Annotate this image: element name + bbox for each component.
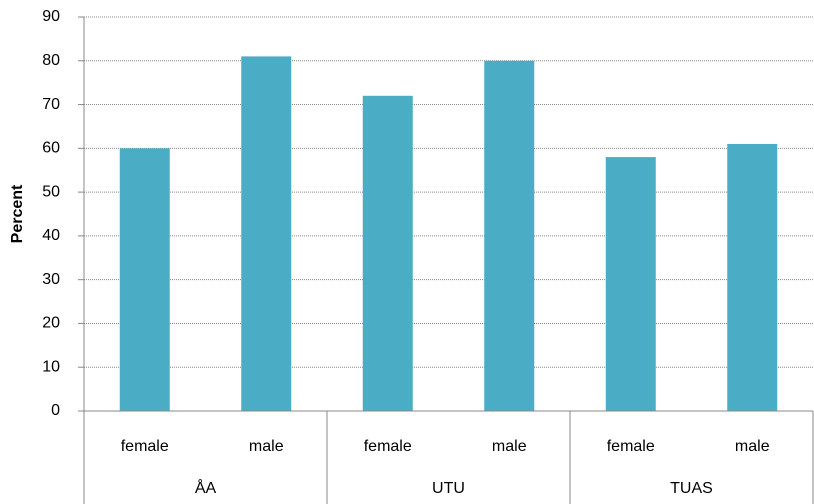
- bar: [605, 157, 656, 411]
- y-tick-label: 40: [42, 227, 60, 244]
- y-tick-label: 20: [42, 315, 60, 332]
- y-tick-label: 90: [42, 8, 60, 25]
- group-label: UTU: [432, 480, 465, 497]
- bar: [119, 148, 170, 412]
- y-tick-label: 60: [42, 140, 60, 157]
- x-tick-label: male: [735, 438, 770, 455]
- y-tick-label: 0: [51, 402, 60, 419]
- bar: [362, 95, 413, 412]
- bar: [727, 143, 778, 411]
- y-tick-label: 80: [42, 52, 60, 69]
- x-tick-label: male: [492, 438, 527, 455]
- y-tick-label: 10: [42, 358, 60, 375]
- x-tick-label: female: [364, 438, 412, 455]
- y-tick-label: 50: [42, 183, 60, 200]
- y-tick-label: 70: [42, 96, 60, 113]
- y-axis-label: Percent: [9, 184, 26, 243]
- bar: [484, 60, 535, 412]
- x-tick-label: female: [121, 438, 169, 455]
- x-tick-label: male: [249, 438, 284, 455]
- y-tick-label: 30: [42, 271, 60, 288]
- bar: [241, 56, 292, 412]
- group-label: ÅA: [195, 478, 217, 497]
- x-tick-label: female: [607, 438, 655, 455]
- group-label: TUAS: [670, 480, 713, 497]
